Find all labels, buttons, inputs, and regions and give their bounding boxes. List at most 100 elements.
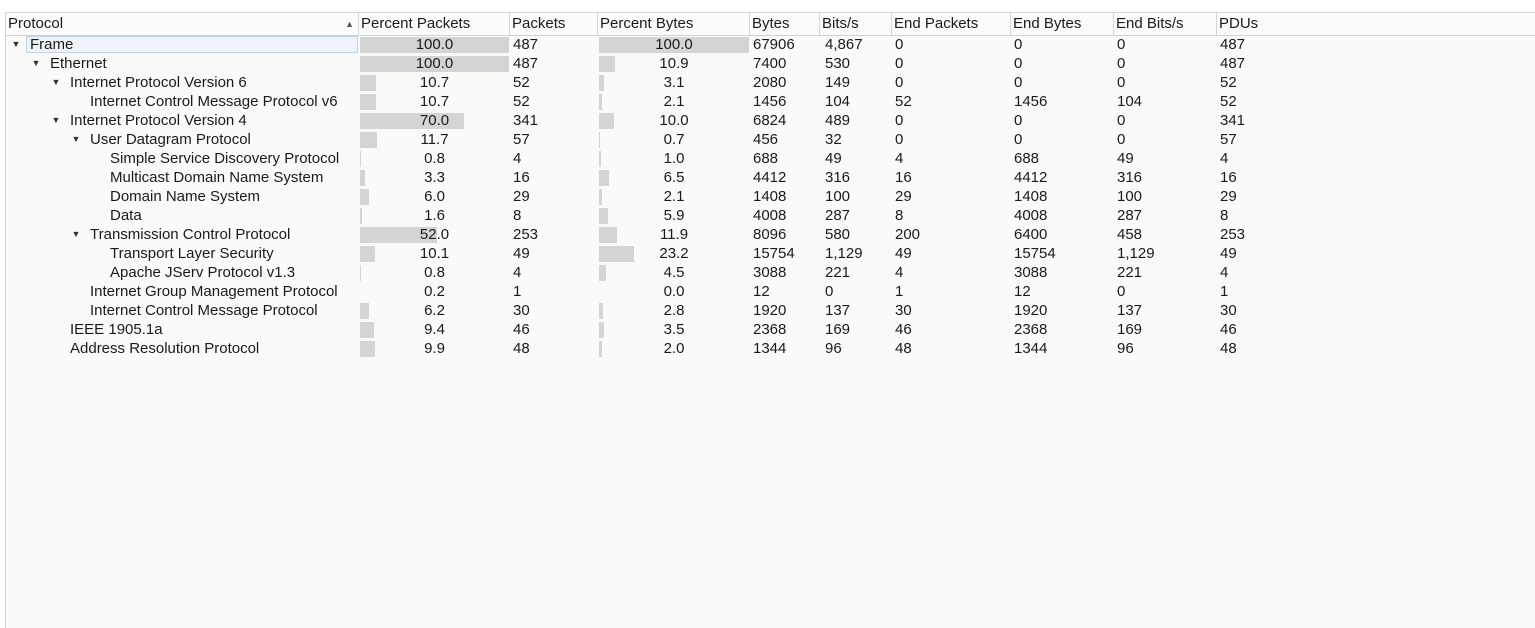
expanded-arrow-icon[interactable]: ▼ (71, 229, 81, 239)
percent-bar (599, 322, 604, 338)
end-bytes-cell: 0 (1014, 74, 1023, 91)
protocol-cell[interactable]: Address Resolution Protocol (6, 339, 358, 358)
expanded-arrow-icon[interactable]: ▼ (31, 58, 41, 68)
protocol-cell[interactable]: Internet Group Management Protocol (6, 282, 358, 301)
protocol-cell[interactable]: Multicast Domain Name System (6, 168, 358, 187)
protocol-cell[interactable]: ▼ Ethernet (6, 54, 358, 73)
expanded-arrow-icon[interactable]: ▼ (51, 77, 61, 87)
end-bytes-cell: 0 (1014, 36, 1023, 53)
pdus-cell: 52 (1220, 74, 1237, 91)
end-bytes-cell: 6400 (1014, 226, 1048, 243)
bytes-cell: 1408 (753, 188, 787, 205)
percent-bar (360, 189, 369, 205)
tree-row[interactable]: ▼ Transmission Control Protocol 52.0 253 11.… (6, 225, 1535, 244)
percent-value: 10.1 (419, 245, 450, 262)
tree-row[interactable]: Transport Layer Security 10.1 49 23.2 15754 1… (6, 244, 1535, 263)
end-packets-cell: 52 (895, 93, 912, 110)
pdus-cell: 1 (1220, 283, 1229, 300)
percent-value: 1.0 (663, 150, 685, 167)
pdus-cell: 8 (1220, 207, 1229, 224)
protocol-label: IEEE 1905.1a (70, 321, 163, 338)
protocol-cell[interactable]: ▼ Transmission Control Protocol (6, 225, 358, 244)
protocol-cell[interactable]: Domain Name System (6, 187, 358, 206)
protocol-cell[interactable]: Data (6, 206, 358, 225)
percent-bytes-cell: 0.7 (598, 130, 750, 149)
tree-row[interactable]: Multicast Domain Name System 3.3 16 6.5 4412… (6, 168, 1535, 187)
header-pdus-label: PDUs (1219, 15, 1259, 32)
tree-row[interactable]: ▼ Frame 100.0 487 100.0 67906 4,867 0 0 0 487 (6, 35, 1535, 54)
tree-row[interactable]: ▼ Internet Protocol Version 6 10.7 52 3.1 208… (6, 73, 1535, 92)
expanded-arrow-icon[interactable]: ▼ (71, 134, 81, 144)
protocol-cell[interactable]: IEEE 1905.1a (6, 320, 358, 339)
expanded-arrow-icon[interactable]: ▼ (51, 115, 61, 125)
header-bits-per-s[interactable]: Bits/s (820, 13, 892, 35)
header-end-packets[interactable]: End Packets (892, 13, 1011, 35)
packets-cell: 16 (513, 169, 530, 186)
bits-per-s-cell: 100 (825, 188, 851, 205)
protocol-hierarchy-tree[interactable]: Protocol ▲ Percent Packets Packets Perce… (5, 12, 1535, 628)
percent-bar (360, 113, 464, 129)
header-packets[interactable]: Packets (510, 13, 598, 35)
tree-row[interactable]: ▼ User Datagram Protocol 11.7 57 0.7 456 32 0 0 0… (6, 130, 1535, 149)
header-end-bytes[interactable]: End Bytes (1011, 13, 1114, 35)
protocol-cell[interactable]: Simple Service Discovery Protocol (6, 149, 358, 168)
percent-bar (599, 246, 634, 262)
bytes-cell: 688 (753, 150, 779, 167)
pdus-cell: 253 (1220, 226, 1246, 243)
percent-value: 0.0 (663, 283, 685, 300)
header-end-bits-per-s[interactable]: End Bits/s (1114, 13, 1217, 35)
bytes-cell: 1920 (753, 302, 787, 319)
end-bits-per-s-cell: 0 (1117, 74, 1126, 91)
end-bytes-cell: 688 (1014, 150, 1040, 167)
protocol-label: Internet Control Message Protocol v6 (90, 93, 338, 110)
packets-cell: 4 (513, 150, 522, 167)
tree-row[interactable]: ▼ Internet Protocol Version 4 70.0 341 10.0 6… (6, 111, 1535, 130)
percent-packets-cell: 6.0 (359, 187, 510, 206)
protocol-cell[interactable]: Transport Layer Security (6, 244, 358, 263)
end-bits-per-s-cell: 137 (1117, 302, 1143, 319)
header-pdus[interactable]: PDUs (1217, 13, 1535, 35)
header-percent-bytes-label: Percent Bytes (600, 15, 694, 32)
pdus-cell: 46 (1220, 321, 1237, 338)
protocol-cell[interactable]: Apache JServ Protocol v1.3 (6, 263, 358, 282)
tree-row[interactable]: Internet Control Message Protocol v6 10.7… (6, 92, 1535, 111)
protocol-cell[interactable]: ▼ User Datagram Protocol (6, 130, 358, 149)
percent-value: 52.0 (419, 226, 450, 243)
protocol-cell[interactable]: Internet Control Message Protocol (6, 301, 358, 320)
protocol-cell[interactable]: ▼ Frame (6, 35, 358, 54)
protocol-cell[interactable]: ▼ Internet Protocol Version 4 (6, 111, 358, 130)
end-bytes-cell: 0 (1014, 131, 1023, 148)
percent-bar (599, 56, 615, 72)
header-protocol[interactable]: Protocol ▲ (6, 13, 359, 35)
tree-row[interactable]: ▼ Ethernet 100.0 487 10.9 7400 530 0 0 0 487 (6, 54, 1535, 73)
protocol-label: Apache JServ Protocol v1.3 (110, 264, 296, 281)
protocol-cell[interactable]: ▼ Internet Protocol Version 6 (6, 73, 358, 92)
tree-row[interactable]: Apache JServ Protocol v1.3 0.8 4 4.5 3088 221… (6, 263, 1535, 282)
expanded-arrow-icon[interactable]: ▼ (11, 39, 21, 49)
bits-per-s-cell: 104 (825, 93, 851, 110)
bits-per-s-cell: 96 (825, 340, 842, 357)
tree-row[interactable]: Domain Name System 6.0 29 2.1 1408 100 29 1408 1… (6, 187, 1535, 206)
percent-value: 3.5 (663, 321, 685, 338)
bytes-cell: 7400 (753, 55, 787, 72)
tree-row[interactable]: IEEE 1905.1a 9.4 46 3.5 2368 169 46 2368 169 46 (6, 320, 1535, 339)
percent-value: 11.9 (659, 226, 689, 243)
bytes-cell: 4412 (753, 169, 787, 186)
bits-per-s-cell: 287 (825, 207, 851, 224)
header-percent-packets[interactable]: Percent Packets (359, 13, 510, 35)
pdus-cell: 341 (1220, 112, 1246, 129)
tree-row[interactable]: Simple Service Discovery Protocol 0.8 4 1.0… (6, 149, 1535, 168)
tree-row[interactable]: Data 1.6 8 5.9 4008 287 8 4008 287 8 (6, 206, 1535, 225)
header-percent-bytes[interactable]: Percent Bytes (598, 13, 750, 35)
percent-bar (360, 37, 509, 53)
bytes-cell: 2080 (753, 74, 787, 91)
tree-row[interactable]: Address Resolution Protocol 9.9 48 2.0 1344 9… (6, 339, 1535, 358)
tree-row[interactable]: Internet Control Message Protocol 6.2 30 2.… (6, 301, 1535, 320)
percent-bar (360, 303, 369, 319)
percent-bytes-cell: 3.5 (598, 320, 750, 339)
percent-packets-cell: 52.0 (359, 225, 510, 244)
header-bytes[interactable]: Bytes (750, 13, 820, 35)
tree-row[interactable]: Internet Group Management Protocol 0.2 1 0.… (6, 282, 1535, 301)
protocol-cell[interactable]: Internet Control Message Protocol v6 (6, 92, 358, 111)
percent-bar (360, 208, 362, 224)
